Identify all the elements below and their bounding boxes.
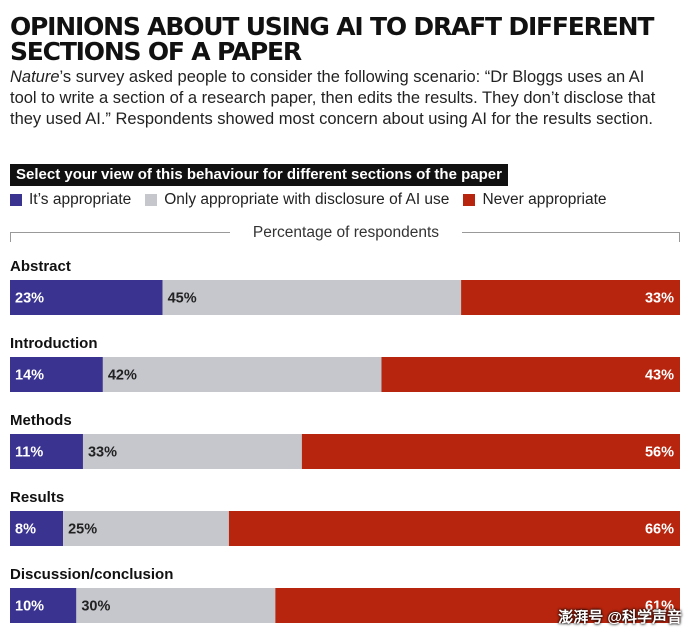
bar-segment — [10, 280, 163, 315]
data-label: 25% — [68, 522, 97, 538]
category-label: Methods — [10, 412, 72, 429]
subtitle-italic-source: Nature — [10, 68, 60, 86]
bar-segment — [63, 511, 229, 546]
legend-item-disclosure: Only appropriate with disclosure of AI u… — [145, 191, 449, 209]
category-label: Discussion/conclusion — [10, 566, 173, 583]
data-label: 14% — [15, 368, 44, 384]
bar-segment — [82, 434, 302, 469]
legend-item-appropriate: It’s appropriate — [10, 191, 131, 209]
x-axis-title: Percentage of respondents — [252, 224, 440, 241]
data-label: 33% — [88, 445, 117, 461]
legend-label-never: Never appropriate — [482, 191, 607, 208]
bar-segment — [228, 511, 680, 546]
legend-label-disclosure: Only appropriate with disclosure of AI u… — [164, 191, 450, 208]
chart-title: OPINIONS ABOUT USING AI TO DRAFT DIFFERE… — [10, 12, 654, 66]
data-label: 8% — [15, 522, 36, 538]
bar-segment — [301, 434, 680, 469]
bar-segment — [461, 280, 680, 315]
data-label: 23% — [15, 291, 44, 307]
legend: It’s appropriate Only appropriate with d… — [10, 190, 680, 210]
data-label: 42% — [108, 368, 137, 384]
legend-swatch-appropriate — [10, 194, 22, 206]
data-label: 43% — [645, 368, 674, 384]
data-label: 56% — [645, 445, 674, 461]
legend-item-never: Never appropriate — [463, 191, 607, 209]
category-label: Introduction — [10, 335, 97, 352]
category-label: Abstract — [10, 258, 71, 275]
axis-rule-right — [462, 232, 680, 233]
question-banner: Select your view of this behaviour for d… — [10, 164, 508, 186]
data-label: 33% — [645, 291, 674, 307]
bar-segment — [102, 357, 382, 392]
chart-subtitle: Nature’s survey asked people to consider… — [10, 67, 670, 130]
bar-segment — [162, 280, 462, 315]
bar-segment — [10, 588, 77, 623]
bar-segment — [10, 357, 103, 392]
watermark: 澎湃号 @科学声音 — [558, 609, 682, 626]
data-label: 61% — [645, 599, 674, 615]
legend-label-appropriate: It’s appropriate — [29, 191, 132, 208]
bar-segment — [275, 588, 680, 623]
data-label: 30% — [81, 599, 110, 615]
data-label: 11% — [15, 445, 43, 461]
axis-rule-left — [10, 232, 230, 233]
axis-title-row: Percentage of respondents — [10, 222, 680, 244]
bar-segment — [76, 588, 276, 623]
bar-segment — [10, 434, 83, 469]
legend-swatch-disclosure — [145, 194, 158, 206]
data-label: 45% — [168, 291, 197, 307]
axis-tick-right — [679, 232, 680, 242]
category-label: Results — [10, 489, 64, 506]
bar-segment — [381, 357, 680, 392]
legend-swatch-never — [463, 194, 476, 206]
data-label: 66% — [645, 522, 674, 538]
data-label: 10% — [15, 599, 44, 615]
bar-segment — [10, 511, 64, 546]
axis-tick-left — [10, 232, 11, 242]
subtitle-text: ’s survey asked people to consider the f… — [10, 68, 656, 128]
